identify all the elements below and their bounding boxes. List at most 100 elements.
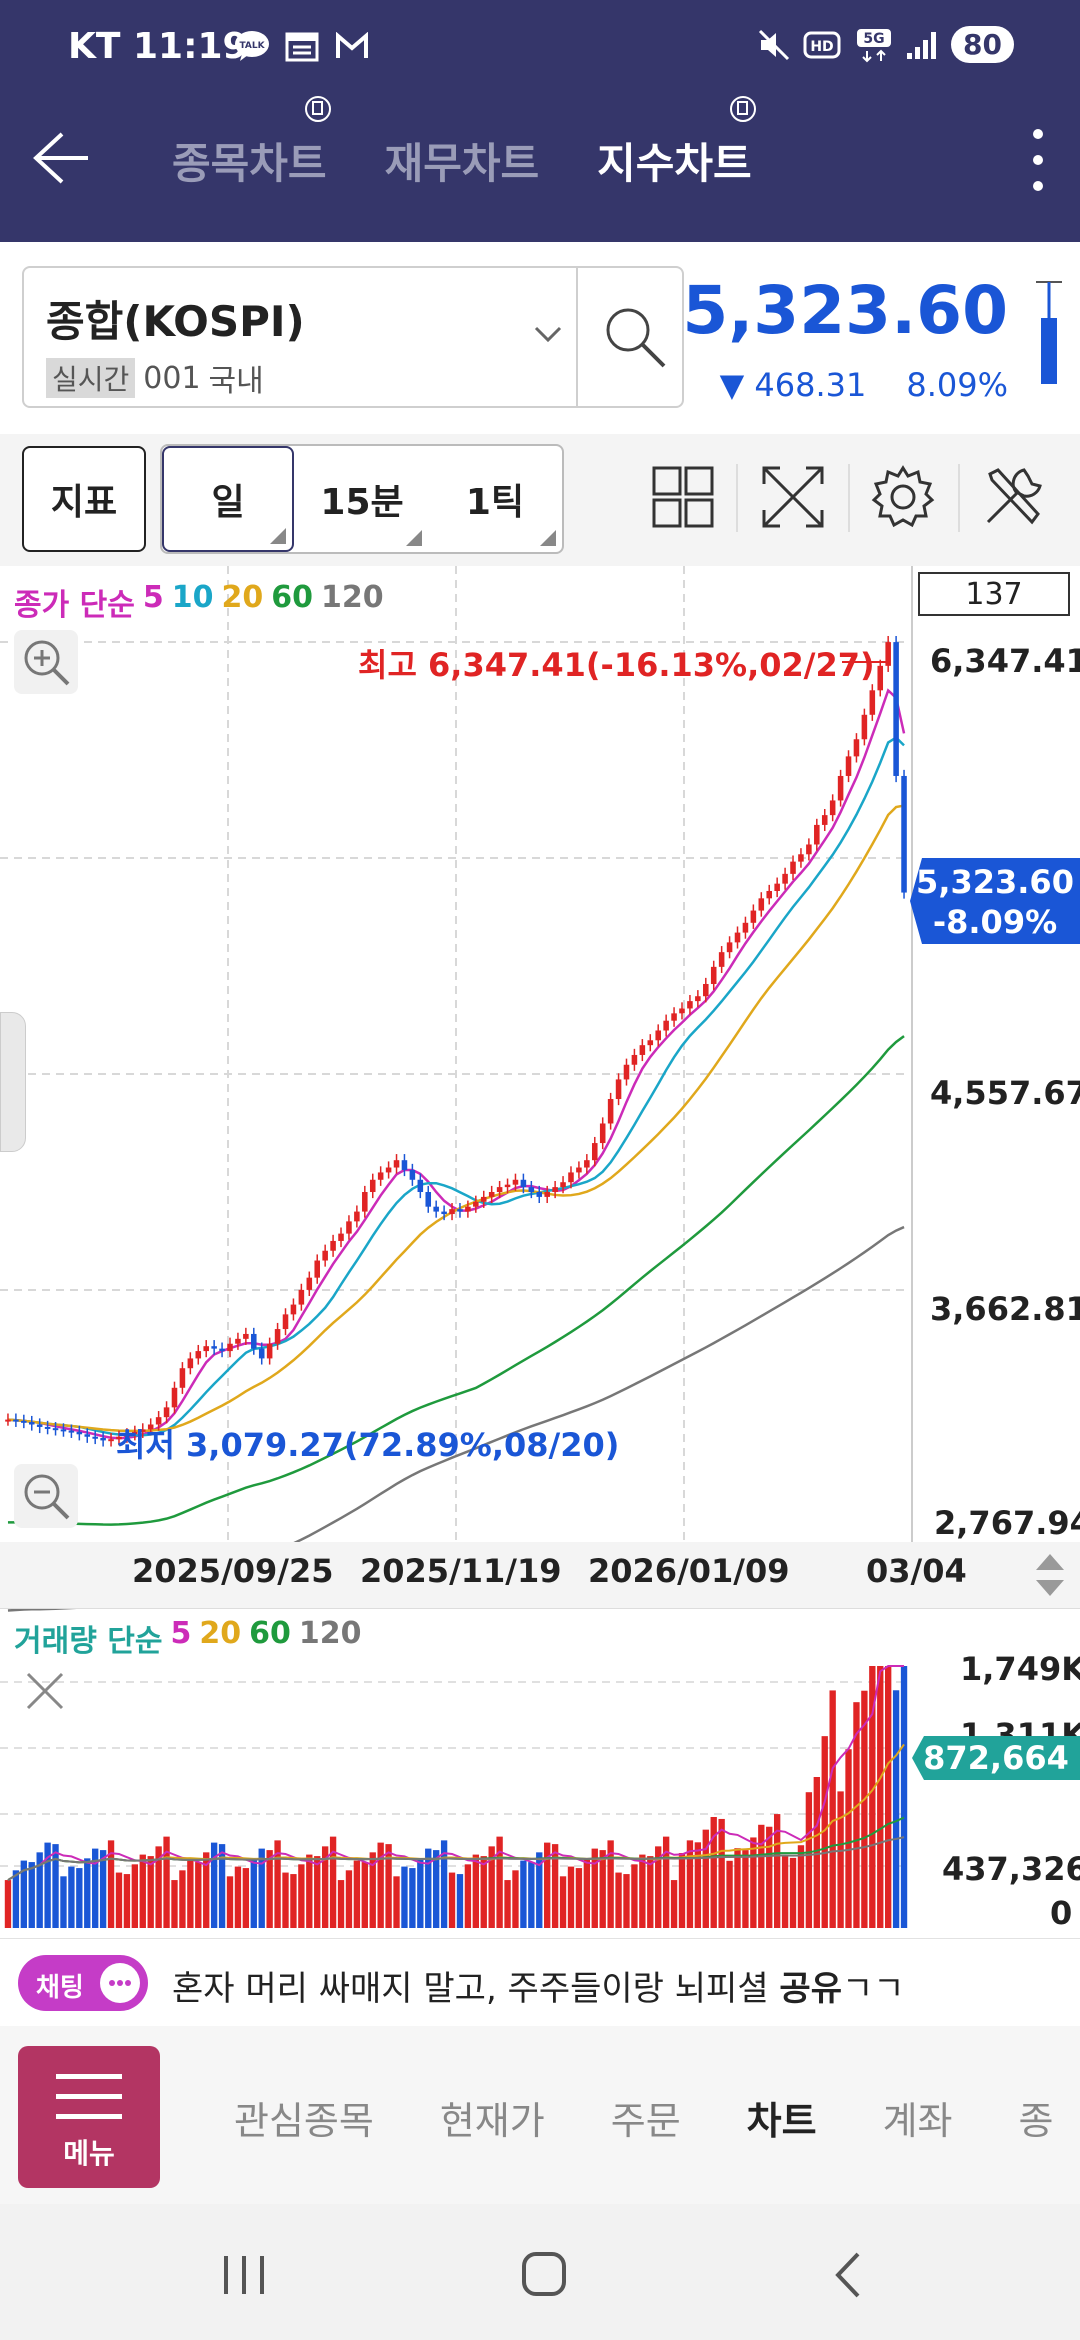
- candle: [798, 854, 804, 862]
- candle: [512, 1179, 519, 1185]
- tab-financial-chart[interactable]: 재무차트: [385, 130, 540, 191]
- candle: [576, 1167, 582, 1173]
- candle: [441, 1211, 447, 1215]
- volume-bar: [591, 1848, 598, 1928]
- candle: [28, 1422, 35, 1425]
- volume-bar: [528, 1862, 535, 1928]
- period-1tick[interactable]: 1틱: [428, 446, 562, 552]
- menu-item-more[interactable]: 종: [1018, 2099, 1054, 2143]
- chevron-down-icon[interactable]: [532, 324, 564, 344]
- candle: [21, 1420, 27, 1423]
- period-15min[interactable]: 15분: [296, 446, 428, 552]
- tools-icon[interactable]: [978, 462, 1048, 532]
- candle: [766, 890, 773, 899]
- volume-bar: [567, 1866, 575, 1928]
- volume-bar: [290, 1874, 297, 1928]
- candle: [885, 642, 891, 666]
- candle: [346, 1221, 352, 1234]
- volume-bar: [448, 1872, 456, 1928]
- legend-vma-5: 5: [170, 1616, 192, 1651]
- app-header: KT 11:19 TALK HD 5G 80 종목차트: [0, 0, 1080, 242]
- volume-bar: [734, 1848, 741, 1928]
- close-icon[interactable]: [22, 1668, 68, 1714]
- chart-area[interactable]: 종가 단순 5 10 20 60 120 137 최고 6,347.41(-16…: [0, 566, 1080, 1938]
- candle: [163, 1407, 170, 1418]
- visible-count[interactable]: 137: [918, 572, 1070, 616]
- more-options-icon[interactable]: [1026, 126, 1050, 194]
- menu-item-watchlist[interactable]: 관심종목: [234, 2099, 374, 2143]
- system-navigation: [0, 2204, 1080, 2340]
- recent-apps-icon[interactable]: [214, 2250, 274, 2300]
- status-carrier-time: KT 11:19: [68, 26, 248, 67]
- volume-bar: [829, 1690, 836, 1928]
- price-legend: 종가 단순 5 10 20 60 120: [14, 580, 384, 624]
- candle: [806, 844, 812, 855]
- volume-bar: [662, 1836, 670, 1928]
- menu-item-chart[interactable]: 차트: [746, 2099, 817, 2143]
- bottom-menu: 메뉴 관심종목 현재가 주문 차트 계좌 종: [0, 2026, 1080, 2204]
- candle: [187, 1358, 194, 1369]
- divider: [848, 464, 850, 532]
- menu-item-account[interactable]: 계좌: [882, 2099, 953, 2143]
- candle: [901, 775, 907, 893]
- tab-index-chart[interactable]: 지수차트: [597, 96, 756, 191]
- volume-bar: [821, 1736, 828, 1928]
- divider: [576, 268, 578, 406]
- menu-item-order[interactable]: 주문: [610, 2099, 681, 2143]
- back-nav-icon[interactable]: [820, 2250, 880, 2300]
- settings-gear-icon[interactable]: [868, 462, 938, 532]
- period-selector: 일 15분 1틱: [160, 444, 564, 554]
- volume-bar: [655, 1846, 662, 1928]
- svg-text:5G: 5G: [863, 31, 884, 47]
- symbol-selector[interactable]: 종합(KOSPI) 실시간 001 국내: [22, 266, 684, 408]
- menu-item-quote[interactable]: 현재가: [439, 2099, 545, 2143]
- candle: [132, 1431, 138, 1435]
- volume-bar: [678, 1853, 686, 1928]
- layout-grid-icon[interactable]: [648, 462, 718, 532]
- candle: [203, 1346, 209, 1352]
- period-day[interactable]: 일: [162, 446, 294, 552]
- chat-banner[interactable]: 채팅 혼자 머리 싸매지 말고, 주주들이랑 뇌피셜 공유ㄱㄱ: [0, 1938, 1080, 2026]
- calendar-icon: [282, 28, 322, 64]
- x-tick-label: 03/04: [866, 1552, 967, 1590]
- tab-stock-chart[interactable]: 종목차트: [172, 96, 331, 191]
- volume-bar: [718, 1818, 725, 1928]
- period-label: 1틱: [465, 482, 525, 523]
- back-arrow-icon[interactable]: [28, 126, 92, 190]
- chat-badge[interactable]: 채팅: [18, 1955, 148, 2011]
- candle: [425, 1192, 432, 1207]
- volume-legend: 거래량 단순 5 20 60 120: [14, 1616, 361, 1660]
- tab-label: 재무차트: [384, 139, 540, 188]
- volume-bar: [274, 1840, 281, 1928]
- volume-bar: [210, 1842, 218, 1928]
- price-chart[interactable]: [0, 566, 1080, 1938]
- candle: [84, 1434, 91, 1437]
- zoom-in-icon[interactable]: [14, 630, 78, 694]
- chart-tabs: 종목차트 재무차트 지수차트: [172, 96, 756, 191]
- resize-arrows-icon[interactable]: [1030, 1550, 1070, 1600]
- zoom-out-icon[interactable]: [14, 1464, 78, 1528]
- volume-bar: [147, 1856, 154, 1928]
- period-label: 15분: [320, 482, 404, 523]
- fullscreen-icon[interactable]: [758, 462, 828, 532]
- candle: [758, 898, 765, 911]
- candle: [750, 910, 757, 923]
- volume-bar: [670, 1880, 678, 1928]
- menu-button[interactable]: 메뉴: [18, 2046, 160, 2188]
- volume-bar: [60, 1876, 67, 1928]
- y-tick-label: 6,347.41: [930, 642, 1080, 680]
- candle: [599, 1123, 606, 1144]
- volume-bar: [361, 1862, 368, 1928]
- volume-bar: [623, 1874, 630, 1928]
- volume-bar: [877, 1666, 884, 1928]
- indicator-button[interactable]: 지표: [22, 446, 146, 552]
- home-icon[interactable]: [514, 2250, 574, 2300]
- legend-ma-10: 10: [171, 580, 214, 615]
- search-icon[interactable]: [602, 304, 668, 370]
- ma-line-5: [7, 688, 906, 1440]
- side-drawer-handle[interactable]: [0, 1012, 26, 1152]
- hamburger-icon: [56, 2074, 122, 2119]
- volume-bar: [559, 1876, 567, 1928]
- carrier-label: KT: [68, 26, 121, 67]
- volume-bar: [171, 1880, 178, 1928]
